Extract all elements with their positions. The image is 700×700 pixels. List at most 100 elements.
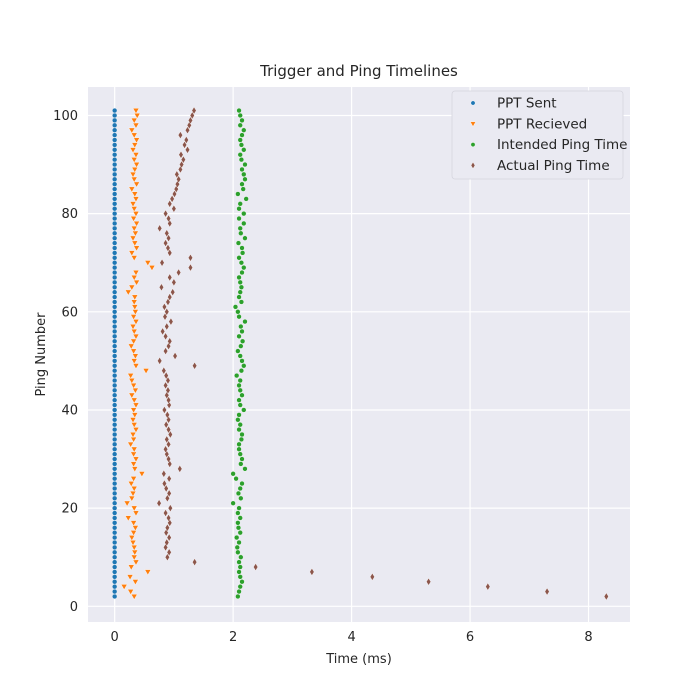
data-point [132,152,140,159]
legend-label: PPT Sent [497,96,557,112]
data-point [112,588,118,595]
data-point [112,485,118,492]
data-point [236,446,242,452]
data-point [236,255,242,261]
data-point [235,549,241,555]
data-point [112,171,118,177]
data-point [238,436,245,443]
data-point [128,186,136,193]
data-point [241,147,247,153]
data-point [166,533,172,542]
data-point [112,530,118,536]
data-point [242,161,248,168]
data-point [171,278,177,287]
data-point [171,204,177,213]
data-point [112,255,118,261]
data-point [112,181,118,187]
data-point [112,368,118,374]
data-point [130,486,138,492]
data-point [132,319,140,326]
data-point [239,269,245,276]
data-point [112,323,118,330]
data-point [112,500,118,506]
data-point [129,235,137,242]
data-point [236,397,242,403]
x-tick-label: 0 [111,630,119,645]
data-point [230,500,236,506]
data-point [130,554,138,561]
data-point [166,548,172,557]
data-point [112,166,118,173]
x-axis-label: Time (ms) [325,652,392,667]
data-point [128,250,136,257]
data-point [132,402,140,409]
data-point [127,564,135,571]
data-point [238,299,245,305]
data-point [235,520,241,526]
legend-box [451,90,624,180]
data-point [130,225,138,232]
data-point [132,353,139,360]
data-point [176,268,182,277]
data-point [179,160,185,169]
data-point [112,554,118,560]
data-point [174,170,180,179]
data-point [131,191,139,198]
data-point [238,230,244,236]
data-point [112,431,118,438]
data-point [112,569,118,575]
data-point [112,480,118,487]
data-point [164,494,170,503]
data-point [167,293,173,302]
data-point [237,422,243,428]
data-point [112,343,118,349]
data-point [112,544,118,550]
data-point [172,351,178,360]
data-point [237,353,243,359]
data-point [132,196,140,203]
data-point [191,106,197,115]
data-point [237,279,243,285]
data-point [132,525,139,532]
data-point [112,476,118,482]
data-point [237,387,243,393]
data-point [242,176,248,182]
data-point [112,235,118,241]
data-point [167,199,173,208]
data-point [112,520,118,526]
data-point [253,563,259,572]
data-point [235,309,241,315]
data-point [157,224,163,233]
data-point [157,356,163,365]
data-point [129,540,137,546]
data-point [130,358,138,365]
data-point [129,201,137,208]
data-point [112,142,118,148]
data-point [130,176,138,183]
data-point [129,147,137,154]
data-point [178,150,184,159]
data-point [236,294,242,300]
data-point [133,113,141,119]
data-point [112,417,118,423]
legend-marker [470,161,476,170]
data-point [112,240,118,246]
data-point [238,142,245,148]
data-point [165,376,171,385]
data-point [167,459,173,468]
data-point [124,289,132,296]
data-point [112,387,118,393]
data-point [164,410,170,419]
data-point [177,131,183,140]
data-point [167,337,173,346]
data-point [185,126,190,135]
data-point [144,569,152,576]
data-point [129,171,137,178]
data-point [112,127,118,133]
data-point [177,464,183,473]
data-point [112,309,118,315]
data-point [235,348,241,354]
data-point [241,171,247,177]
data-point [132,363,140,370]
data-point [166,513,171,522]
